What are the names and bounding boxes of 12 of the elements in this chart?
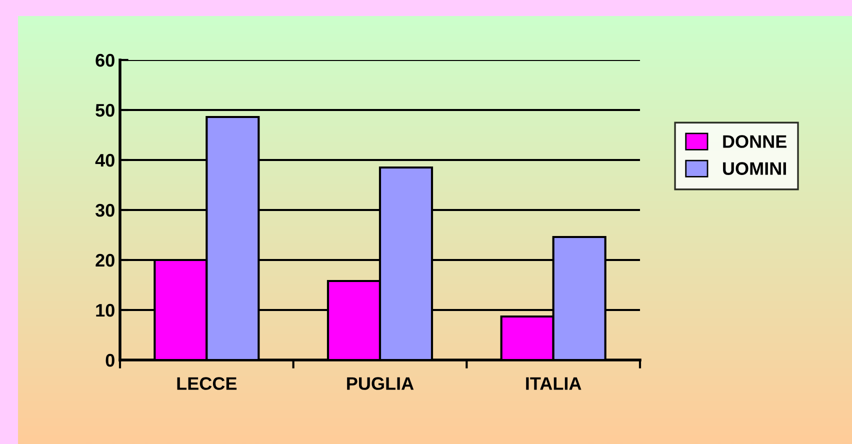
legend-label: DONNE — [723, 135, 786, 148]
y-tick-label: 30 — [95, 204, 114, 217]
x-tick-label: PUGLIA — [347, 377, 414, 390]
y-tick-label: 60 — [96, 54, 114, 67]
legend-label: UOMINI — [723, 162, 786, 175]
y-tick-label: 10 — [96, 304, 114, 317]
y-tick-label: 20 — [96, 254, 114, 267]
x-tick-label: LECCE — [177, 377, 237, 390]
y-tick-label: 0 — [106, 354, 114, 367]
y-tick-label: 50 — [96, 104, 114, 117]
y-tick-label: 40 — [95, 154, 114, 167]
x-tick-label: ITALIA — [526, 377, 582, 390]
